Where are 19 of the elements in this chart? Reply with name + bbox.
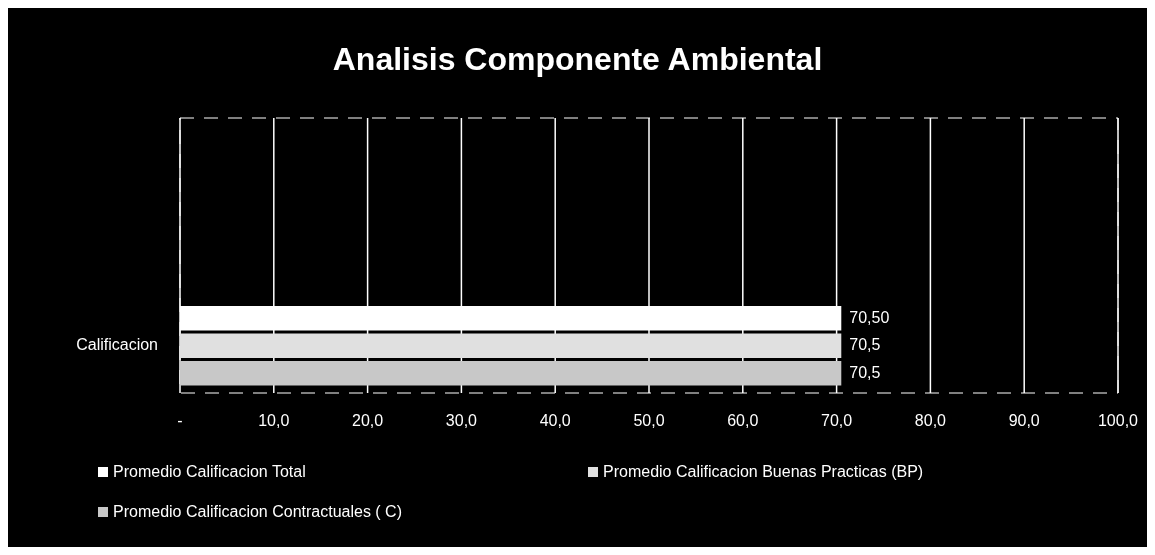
- x-tick-label: 30,0: [445, 412, 478, 429]
- x-tick-label: 10,0: [258, 412, 290, 429]
- data-label: 70,5: [849, 336, 881, 354]
- legend-label: Promedio Calificacion Buenas Practicas (BP): [603, 463, 924, 481]
- data-label: 70,5: [849, 363, 881, 381]
- y-tick-label: Calificacion: [76, 336, 158, 354]
- chart-title: Analisis Componente Ambiental: [332, 41, 823, 77]
- legend-label: Promedio Calificacion Contractuales ( C): [113, 503, 402, 521]
- x-tick-label: 70,0: [821, 412, 853, 429]
- legend-label: Promedio Calificacion Total: [113, 463, 306, 481]
- x-tick-label: 90,0: [1008, 412, 1040, 429]
- x-tick-label: 60,0: [727, 412, 759, 429]
- x-tick-label: 100,0: [1097, 412, 1139, 429]
- x-tick-label: 40,0: [539, 412, 571, 429]
- data-label: 70,50: [849, 308, 890, 326]
- x-tick-label: 20,0: [352, 412, 384, 429]
- x-tick-label: 50,0: [633, 412, 665, 429]
- x-tick-label: -: [177, 412, 183, 429]
- x-tick-label: 80,0: [914, 412, 947, 429]
